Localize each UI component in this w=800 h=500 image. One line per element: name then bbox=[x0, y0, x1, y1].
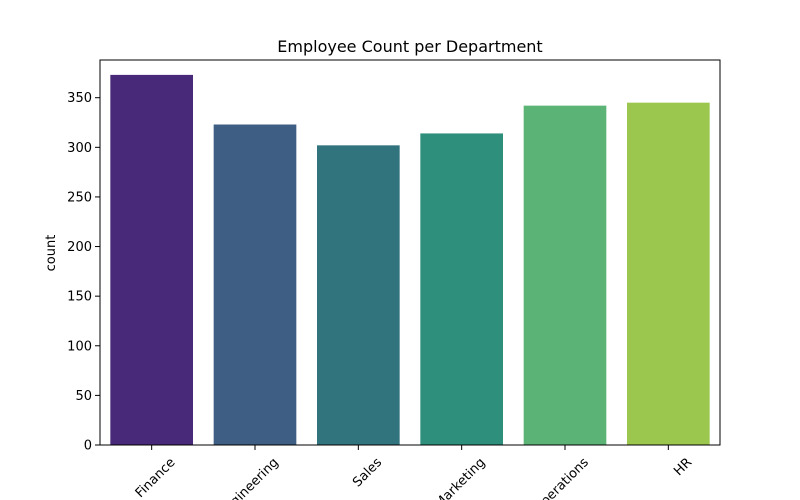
y-tick-label: 100 bbox=[67, 339, 92, 354]
x-tick-label: HR bbox=[671, 455, 695, 479]
y-tick-label: 0 bbox=[84, 439, 92, 454]
bar-hr bbox=[627, 102, 710, 445]
y-tick-label: 200 bbox=[67, 240, 92, 255]
bar-finance bbox=[110, 74, 193, 445]
x-tick-label: Finance bbox=[133, 455, 179, 500]
bar-operations bbox=[523, 105, 607, 445]
y-tick-label: 150 bbox=[67, 290, 92, 305]
x-tick-label: Marketing bbox=[432, 455, 488, 500]
y-tick-label: 350 bbox=[67, 91, 92, 106]
x-tick-label: Sales bbox=[350, 455, 385, 490]
chart-title: Employee Count per Department bbox=[277, 37, 542, 56]
bar-engineering bbox=[213, 124, 297, 445]
y-tick-label: 300 bbox=[67, 141, 92, 156]
bar-marketing bbox=[420, 133, 503, 445]
x-tick-label: Operations bbox=[531, 455, 592, 500]
y-tick-label: 250 bbox=[67, 190, 92, 205]
plot-frame bbox=[99, 59, 721, 446]
bar-sales bbox=[317, 145, 400, 445]
plot-area: Finance Engineering Sales Marketing Operatio… bbox=[67, 74, 710, 500]
y-axis-label: count bbox=[44, 235, 59, 272]
y-tick-label: 50 bbox=[75, 389, 92, 404]
x-tick-label: Engineering bbox=[216, 455, 282, 500]
